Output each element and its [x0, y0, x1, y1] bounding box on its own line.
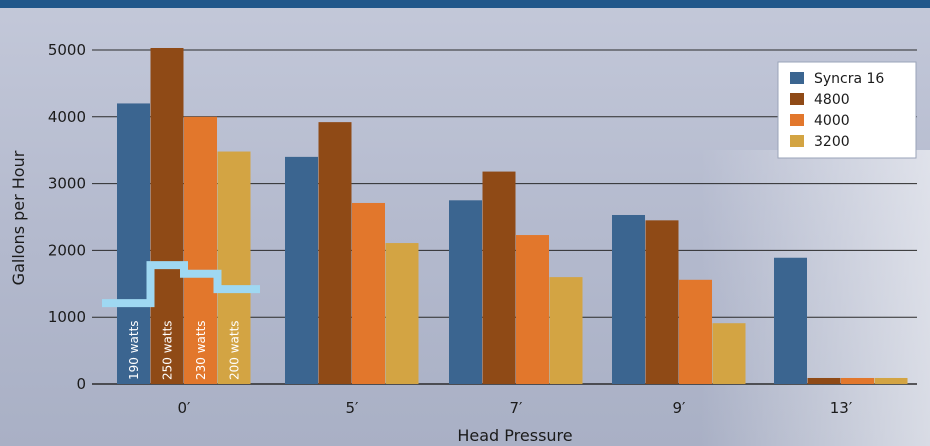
power-step-line — [102, 261, 260, 308]
bar-4800-4 — [807, 377, 841, 384]
bar-4000-3 — [679, 279, 712, 384]
watt-label: 190 watts — [127, 320, 141, 380]
bar-3200-3 — [712, 323, 746, 384]
bar-3200-1 — [385, 243, 419, 384]
bar-syncra-16-4 — [774, 257, 807, 384]
x-tick-label: 0′ — [178, 399, 192, 417]
bar-syncra-16-2 — [449, 200, 482, 384]
bar-4800-2 — [482, 171, 516, 384]
x-axis-ticks: 0′ 5′ 7′ 9′ 13′ — [178, 399, 853, 417]
legend-label: 3200 — [814, 134, 850, 150]
y-tick-label: 0 — [76, 375, 86, 393]
y-tick-label: 4000 — [48, 108, 86, 126]
bar-4800-3 — [645, 220, 679, 384]
bar-syncra-16-1 — [285, 156, 318, 384]
legend-swatch — [790, 72, 804, 84]
bar-4000-0 — [184, 116, 217, 385]
bar-3200-0 — [217, 151, 251, 384]
bar-syncra-16-3 — [612, 214, 645, 384]
y-axis-ticks: 0 1000 2000 3000 4000 5000 — [48, 41, 86, 393]
bar-4800-0 — [150, 47, 184, 384]
bar-syncra-16-0 — [117, 103, 150, 384]
bar-3200-2 — [549, 277, 583, 384]
y-tick-label: 3000 — [48, 175, 86, 193]
bar-4800-1 — [318, 122, 352, 385]
watt-label: 230 watts — [194, 320, 208, 380]
y-tick-label: 2000 — [48, 241, 86, 259]
bar-4000-1 — [352, 202, 385, 384]
watt-label: 200 watts — [227, 320, 241, 380]
legend-swatch — [790, 114, 804, 126]
legend-swatch — [790, 93, 804, 105]
bars — [117, 47, 908, 385]
x-tick-label: 7′ — [510, 399, 524, 417]
legend-label: 4000 — [814, 113, 850, 129]
x-tick-label: 5′ — [346, 399, 360, 417]
legend-label: Syncra 16 — [814, 71, 884, 87]
bar-3200-4 — [874, 377, 908, 384]
watt-label: 250 watts — [160, 320, 174, 380]
y-axis-title: Gallons per Hour — [9, 150, 28, 285]
y-tick-label: 1000 — [48, 308, 86, 326]
header-band — [0, 0, 930, 8]
legend-label: 4800 — [814, 92, 850, 108]
x-tick-label: 9′ — [673, 399, 687, 417]
bar-4000-4 — [841, 377, 874, 384]
legend: Syncra 16 4800 4000 3200 — [777, 61, 917, 159]
legend-swatch — [790, 135, 804, 147]
waterfall-mist — [700, 150, 930, 446]
y-tick-label: 5000 — [48, 41, 86, 59]
x-tick-label: 13′ — [830, 399, 853, 417]
bar-4000-2 — [516, 235, 549, 384]
x-axis-title: Head Pressure — [457, 426, 572, 445]
power-annotation: 190 watts 250 watts 230 watts 200 watts — [102, 261, 260, 380]
